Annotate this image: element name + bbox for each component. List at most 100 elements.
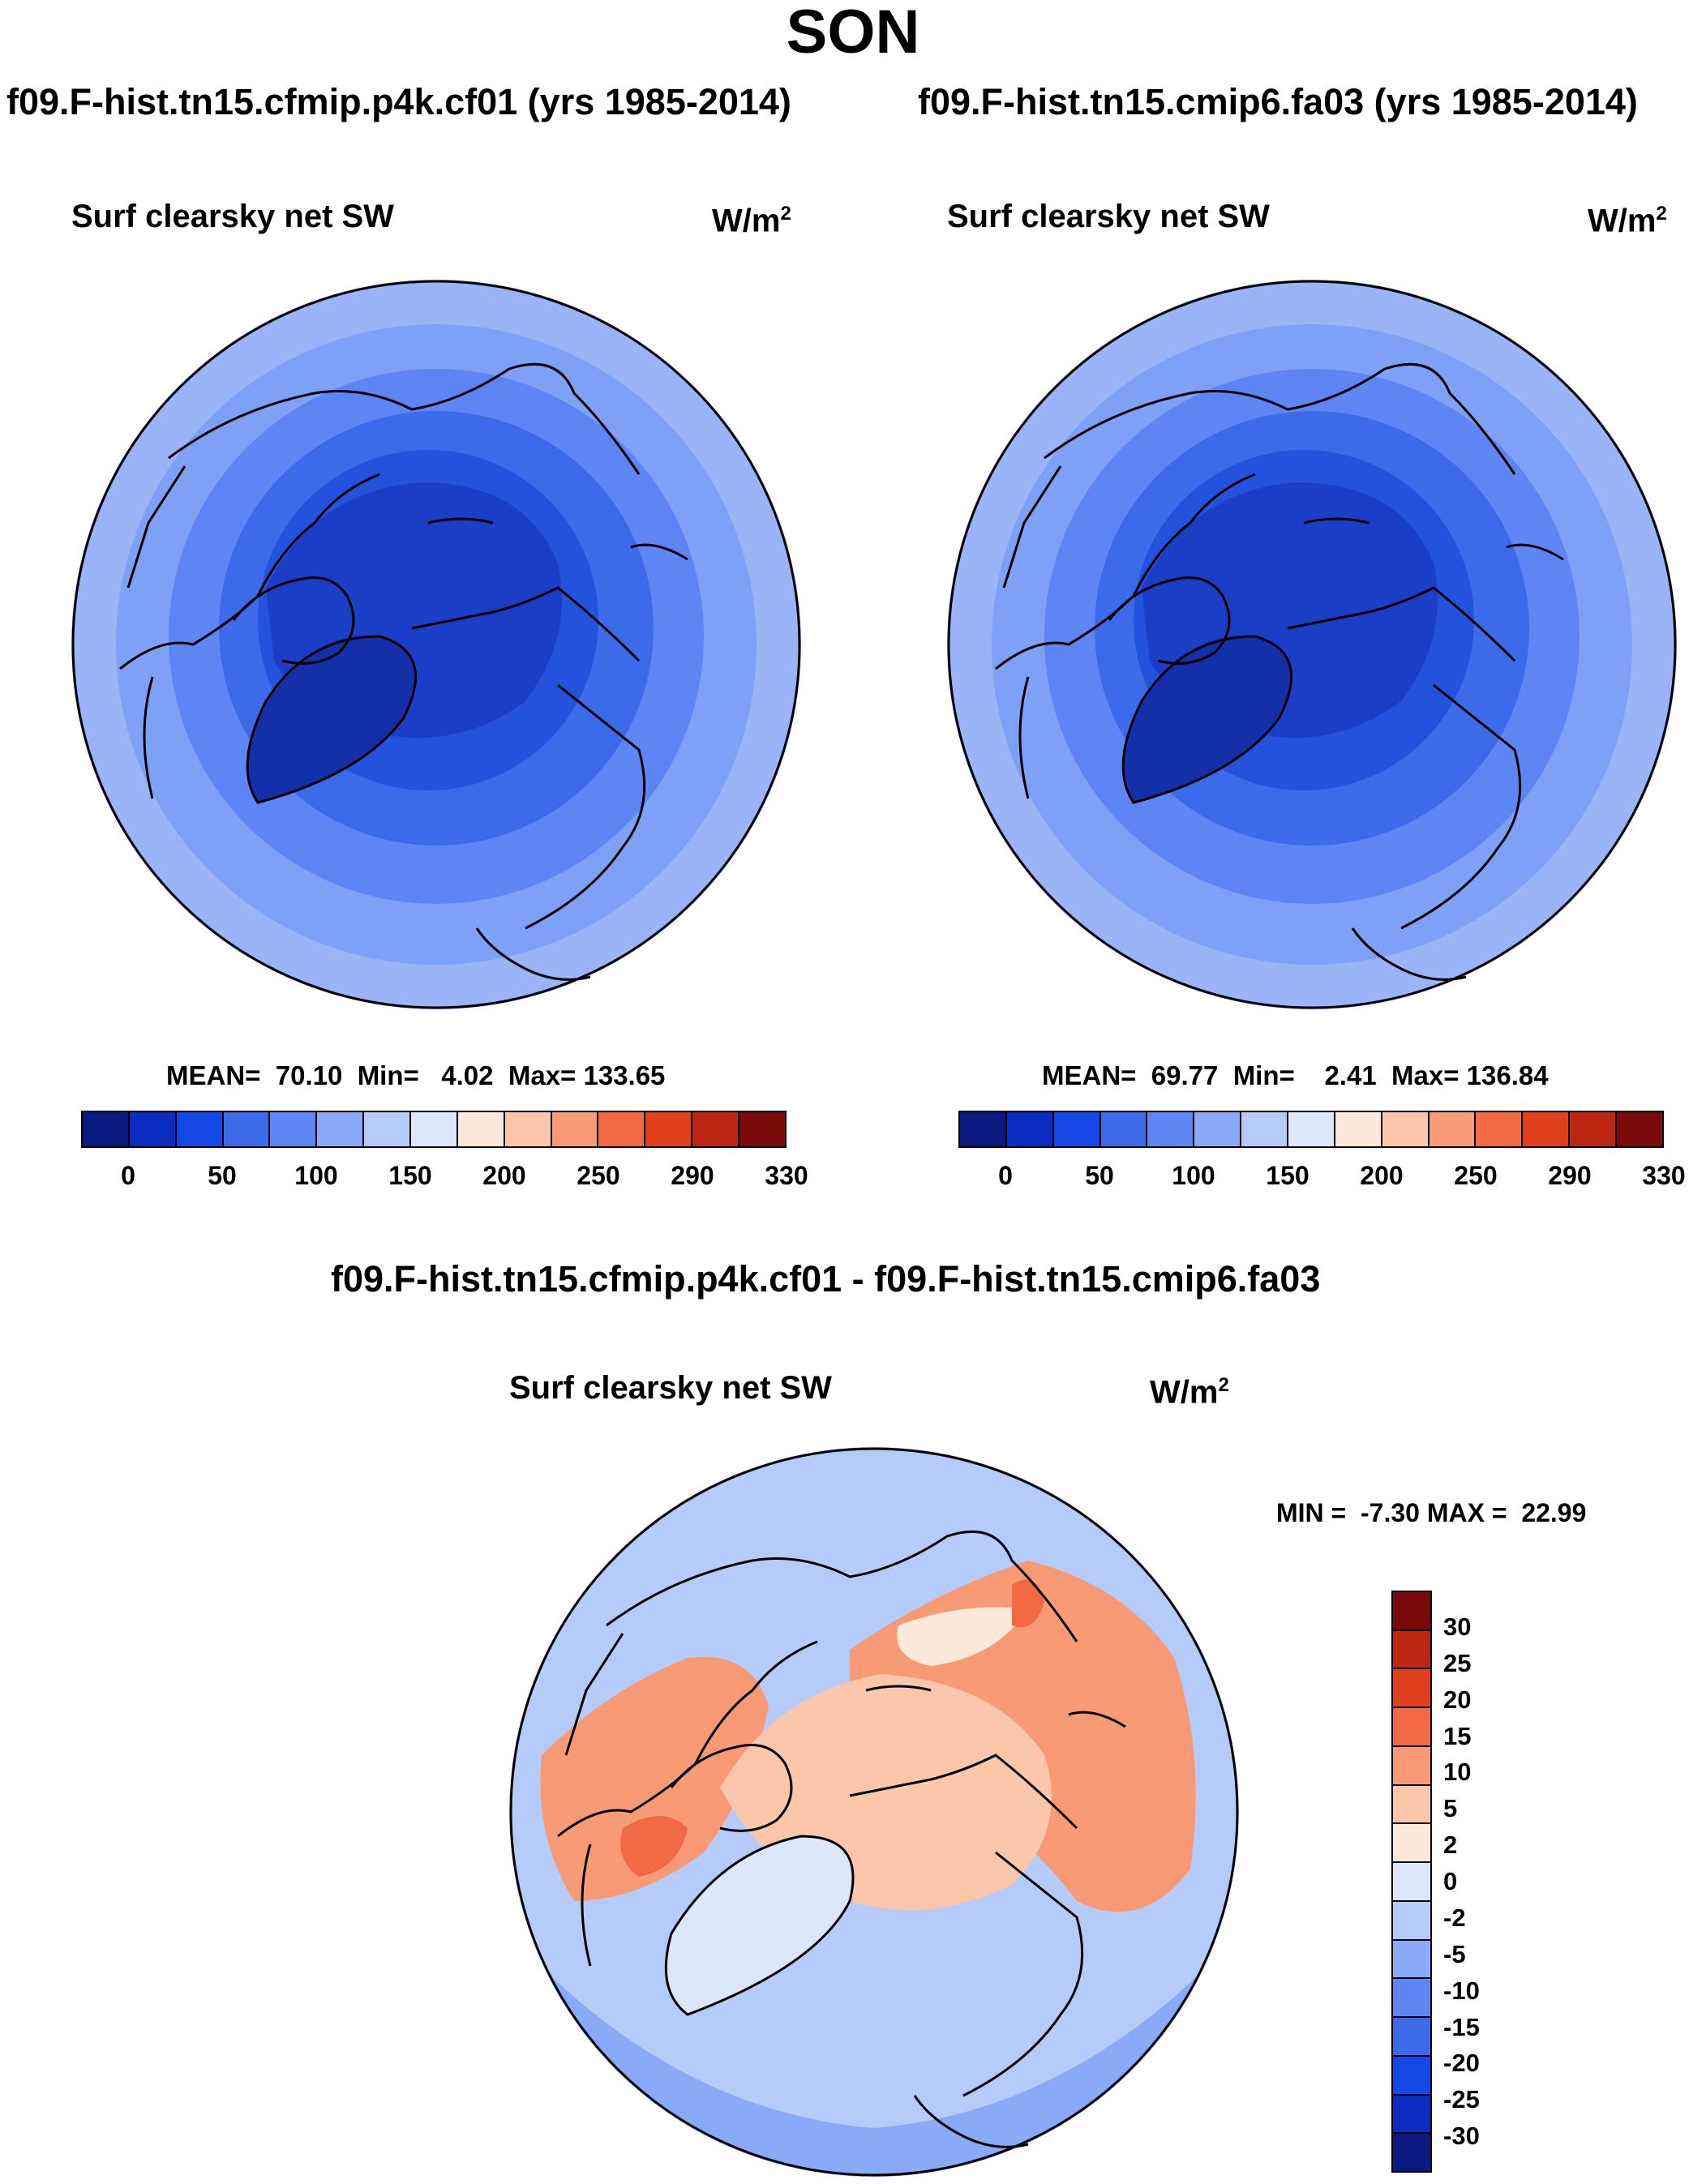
diff-colorbar-cell [1393, 1977, 1430, 2017]
diff-colorbar-tick-label: 30 [1443, 1612, 1472, 1641]
right-plot-title: Surf clearsky net SW [947, 199, 1270, 234]
right-coastlines [995, 362, 1564, 981]
diff-colorbar-cell [1393, 1784, 1430, 1823]
season-title: SON [786, 0, 920, 66]
left-units: W/m2 [712, 203, 791, 239]
diff-colorbar-tick-label: 10 [1443, 1758, 1472, 1787]
left-coastlines [119, 362, 688, 981]
diff-colorbar-tick-label: -2 [1443, 1903, 1466, 1932]
left-colorbar-tick-label: 290 [671, 1161, 714, 1190]
left-colorbar [81, 1111, 787, 1148]
left-colorbar-tick-label: 50 [208, 1161, 237, 1190]
right-colorbar-tick-label: 250 [1454, 1161, 1498, 1190]
diff-colorbar [1391, 1591, 1432, 2173]
diff-colorbar-cell [1393, 2016, 1430, 2055]
diff-colorbar-cell [1393, 1745, 1430, 1784]
right-map-border [947, 280, 1677, 1009]
left-colorbar-cell [176, 1112, 224, 1146]
diff-map-border [509, 1447, 1239, 2177]
left-colorbar-tick-label: 100 [294, 1161, 338, 1190]
diff-greenland [666, 1836, 853, 2015]
left-colorbar-tick-label: 250 [577, 1161, 620, 1190]
diff-colorbar-tick-label: 5 [1443, 1794, 1458, 1823]
diff-colorbar-cell [1393, 1629, 1430, 1668]
right-colorbar-cell [1241, 1112, 1289, 1146]
diff-colorbar-tick-label: 2 [1443, 1831, 1458, 1860]
diff-run-title: f09.F-hist.tn15.cfmip.p4k.cf01 - f09.F-h… [331, 1258, 1321, 1300]
diff-outer-ocean-band [509, 1933, 1239, 2177]
diff-colorbar-tick-label: -15 [1443, 2012, 1480, 2041]
left-colorbar-tick-label: 330 [765, 1161, 808, 1190]
right-colorbar-cell [1288, 1112, 1335, 1146]
diff-colorbar-cell [1393, 1591, 1430, 1629]
diff-stats: MIN = -7.30 MAX = 22.99 [1276, 1498, 1587, 1527]
right-colorbar-cell [1429, 1112, 1477, 1146]
diff-pale-band [897, 1607, 1028, 1666]
diff-plot-title: Surf clearsky net SW [509, 1370, 832, 1406]
left-colorbar-cell [739, 1112, 785, 1146]
right-polar-map [947, 280, 1677, 1009]
left-colorbar-tick-label: 200 [482, 1161, 526, 1190]
right-run-title: f09.F-hist.tn15.cmip6.fa03 (yrs 1985-201… [918, 81, 1638, 122]
right-colorbar-cell [1570, 1112, 1618, 1146]
left-colorbar-cell [645, 1112, 693, 1146]
diff-colorbar-tick-label: -10 [1443, 1976, 1480, 2005]
right-colorbar-cell [1100, 1112, 1148, 1146]
right-colorbar-cell [1335, 1112, 1382, 1146]
right-colorbar-cell [960, 1112, 1007, 1146]
diff-colorbar-ticks: -30 -25 -20 -15 -10 -5 -2 0 2 5 10 15 20 25 30 [1443, 1591, 1524, 2173]
diff-colorbar-cell [1393, 1707, 1430, 1745]
diff-colorbar-cell [1393, 2054, 1430, 2094]
left-colorbar-cell [129, 1112, 177, 1146]
left-colorbar-cell [83, 1112, 130, 1146]
right-colorbar-cell [1382, 1112, 1430, 1146]
left-polar-map [71, 280, 801, 1009]
left-colorbar-cell [598, 1112, 646, 1146]
left-colorbar-cell [457, 1112, 505, 1146]
left-colorbar-cell [364, 1112, 412, 1146]
diff-colorbar-tick-label: 0 [1443, 1867, 1458, 1895]
right-greenland-core [1123, 636, 1292, 803]
diff-hotspot-siberia [1012, 1579, 1044, 1627]
left-colorbar-cell [317, 1112, 365, 1146]
right-colorbar-cell [1523, 1112, 1571, 1146]
right-colorbar-ticks: 0 50 100 150 200 250 290 330 [958, 1161, 1686, 1193]
left-colorbar-cell [411, 1112, 458, 1146]
right-units: W/m2 [1588, 203, 1667, 239]
right-colorbar-tick-label: 330 [1642, 1161, 1686, 1190]
right-colorbar-cell [1053, 1112, 1101, 1146]
diff-colorbar-tick-label: 20 [1443, 1685, 1472, 1714]
diff-polar-map [509, 1447, 1239, 2177]
left-run-title: f09.F-hist.tn15.cfmip.p4k.cf01 (yrs 1985… [6, 81, 791, 122]
left-colorbar-ticks: 0 50 100 150 200 250 290 330 [81, 1161, 808, 1193]
left-colorbar-tick-label: 0 [121, 1161, 135, 1190]
right-colorbar-tick-label: 150 [1266, 1161, 1310, 1190]
left-greenland-core [247, 636, 416, 803]
diff-colorbar-cell [1393, 1822, 1430, 1862]
left-stats: MEAN= 70.10 Min= 4.02 Max= 133.65 [166, 1060, 666, 1090]
right-colorbar-cell [1476, 1112, 1524, 1146]
left-colorbar-cell [270, 1112, 318, 1146]
right-colorbar-tick-label: 200 [1360, 1161, 1404, 1190]
left-plot-title: Surf clearsky net SW [71, 199, 394, 234]
right-colorbar-cell [1194, 1112, 1242, 1146]
left-colorbar-cell [551, 1112, 599, 1146]
diff-colorbar-cell [1393, 1899, 1430, 1939]
diff-colorbar-tick-label: -25 [1443, 2085, 1480, 2114]
diff-colorbar-tick-label: 15 [1443, 1721, 1472, 1750]
right-colorbar-tick-label: 290 [1548, 1161, 1592, 1190]
diff-colorbar-cell [1393, 2132, 1430, 2171]
left-map-border [71, 280, 801, 1009]
right-colorbar-cell [1006, 1112, 1054, 1146]
right-colorbar-cell [1617, 1112, 1662, 1146]
diff-coastlines [557, 1530, 1126, 2148]
diff-hotspot-canada [620, 1816, 688, 1877]
right-stats: MEAN= 69.77 Min= 2.41 Max= 136.84 [1042, 1060, 1549, 1090]
diff-colorbar-tick-label: -20 [1443, 2049, 1480, 2078]
left-colorbar-cell [692, 1112, 740, 1146]
left-colorbar-cell [504, 1112, 552, 1146]
diff-colorbar-cell [1393, 1938, 1430, 1978]
right-colorbar [958, 1111, 1664, 1148]
diff-colorbar-cell [1393, 2093, 1430, 2133]
diff-colorbar-tick-label: 25 [1443, 1648, 1472, 1677]
